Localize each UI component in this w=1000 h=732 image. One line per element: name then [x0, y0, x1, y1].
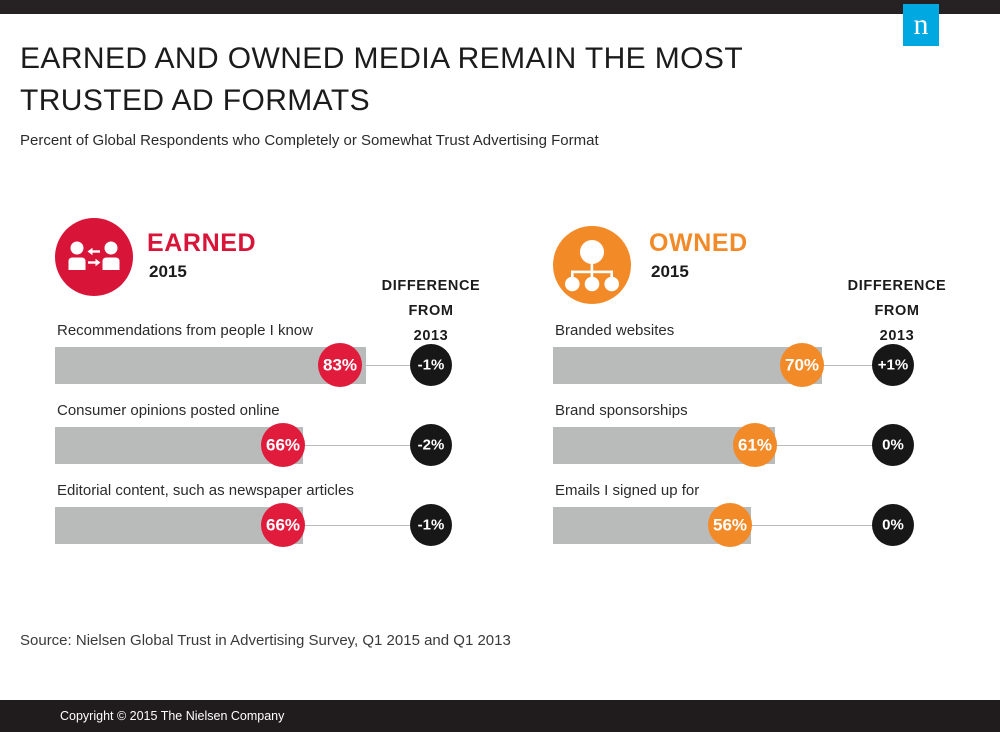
owned-difference-header: DIFFERENCE FROM 2013	[827, 274, 967, 349]
value-label: 61%	[737, 435, 773, 455]
connector-line	[301, 445, 429, 446]
value-bubble: 83%	[318, 343, 362, 387]
owned-category-name: OWNED	[649, 229, 748, 257]
value-label: 56%	[712, 515, 748, 535]
difference-label: -2%	[417, 436, 445, 454]
value-bar	[553, 347, 822, 384]
owned-difference-line2: FROM	[874, 303, 920, 319]
connector-line	[301, 525, 429, 526]
value-bubble: 61%	[733, 423, 777, 467]
value-label: 66%	[265, 435, 301, 455]
earned-difference-line1: DIFFERENCE	[381, 278, 481, 294]
earned-category-year: 2015	[149, 262, 187, 281]
row-label: Branded websites	[555, 322, 675, 339]
value-bubble: 66%	[261, 423, 305, 467]
earned-difference-line2: FROM	[408, 303, 454, 319]
owned-category-year: 2015	[651, 262, 689, 281]
copyright-text: Copyright © 2015 The Nielsen Company	[60, 709, 285, 723]
difference-label: 0%	[882, 436, 904, 454]
connector-line	[819, 365, 873, 366]
earned-difference-header: DIFFERENCE FROM 2013	[361, 274, 501, 349]
difference-bubble: -1%	[410, 504, 452, 546]
connector-line	[773, 445, 873, 446]
connector-line	[361, 365, 429, 366]
two-people-exchange-icon	[68, 241, 120, 270]
difference-label: +1%	[877, 356, 909, 374]
earned-category-name: EARNED	[147, 229, 257, 257]
difference-label: -1%	[417, 516, 445, 534]
earned-difference-line3: 2013	[413, 328, 449, 344]
org-chart-hierarchy-icon	[565, 240, 619, 292]
difference-label: 0%	[882, 516, 904, 534]
difference-label: -1%	[417, 356, 445, 374]
value-label: 83%	[322, 355, 358, 375]
value-bubble: 56%	[708, 503, 752, 547]
top-bar	[0, 0, 1000, 14]
row-label: Brand sponsorships	[555, 402, 688, 419]
page-title: Earned and Owned Media Remain the Most T…	[20, 42, 743, 117]
difference-bubble: -2%	[410, 424, 452, 466]
owned-badge	[553, 226, 631, 304]
difference-bubble: +1%	[872, 344, 914, 386]
owned-difference-line1: DIFFERENCE	[847, 278, 947, 294]
nielsen-logo-glyph: n	[913, 8, 929, 41]
source-note: Source: Nielsen Global Trust in Advertis…	[20, 632, 511, 649]
row-label: Consumer opinions posted online	[57, 402, 280, 419]
footer-bar: Copyright © 2015 The Nielsen Company	[0, 700, 1000, 732]
difference-bubble: 0%	[872, 424, 914, 466]
owned-difference-line3: 2013	[879, 328, 915, 344]
nielsen-logo: n	[903, 4, 939, 46]
value-bubble: 66%	[261, 503, 305, 547]
difference-bubble: -1%	[410, 344, 452, 386]
row-label: Recommendations from people I know	[57, 322, 313, 339]
earned-badge	[55, 218, 133, 296]
value-label: 70%	[784, 355, 820, 375]
value-bubble: 70%	[780, 343, 824, 387]
page-subtitle: Percent of Global Respondents who Comple…	[20, 132, 599, 149]
row-label: Editorial content, such as newspaper art…	[57, 482, 354, 499]
difference-bubble: 0%	[872, 504, 914, 546]
connector-line	[749, 525, 873, 526]
value-label: 66%	[265, 515, 301, 535]
row-label: Emails I signed up for	[555, 482, 700, 499]
value-bar	[55, 347, 366, 384]
